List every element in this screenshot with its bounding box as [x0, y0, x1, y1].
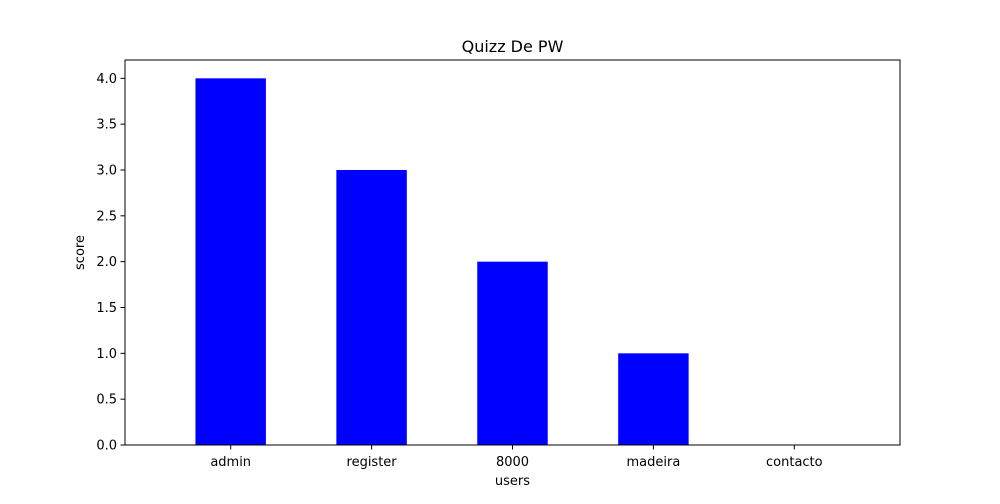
y-tick-label: 3.5: [96, 118, 117, 133]
chart-title: Quizz De PW: [462, 37, 564, 56]
y-axis-label: score: [73, 235, 88, 270]
y-tick-label: 1.5: [96, 301, 117, 316]
y-tick-label: 4.0: [96, 72, 117, 87]
bar-register: [336, 170, 407, 445]
bar-8000: [477, 261, 548, 445]
x-axis-ticks: admin register 8000 madeira contacto: [210, 445, 823, 470]
bars-layer: [195, 78, 689, 445]
x-axis-label: users: [495, 474, 530, 489]
y-tick-label: 1.0: [96, 347, 117, 362]
x-tick-label: register: [347, 455, 398, 470]
x-tick-label: admin: [210, 455, 251, 470]
plot-area-frame: [124, 59, 901, 446]
y-axis-ticks: 0.0 0.5 1.0 1.5 2.0 2.5 3.0 3.5 4.0: [96, 72, 125, 454]
x-tick-label: madeira: [627, 455, 681, 470]
y-tick-label: 3.0: [96, 164, 117, 179]
y-tick-label: 2.0: [96, 255, 117, 270]
y-tick-label: 0.5: [96, 393, 117, 408]
x-tick-label: 8000: [496, 455, 529, 470]
bar-madeira: [618, 353, 689, 445]
bar-admin: [195, 78, 266, 445]
y-tick-label: 2.5: [96, 209, 117, 224]
x-tick-label: contacto: [766, 455, 823, 470]
y-tick-label: 0.0: [96, 439, 117, 454]
